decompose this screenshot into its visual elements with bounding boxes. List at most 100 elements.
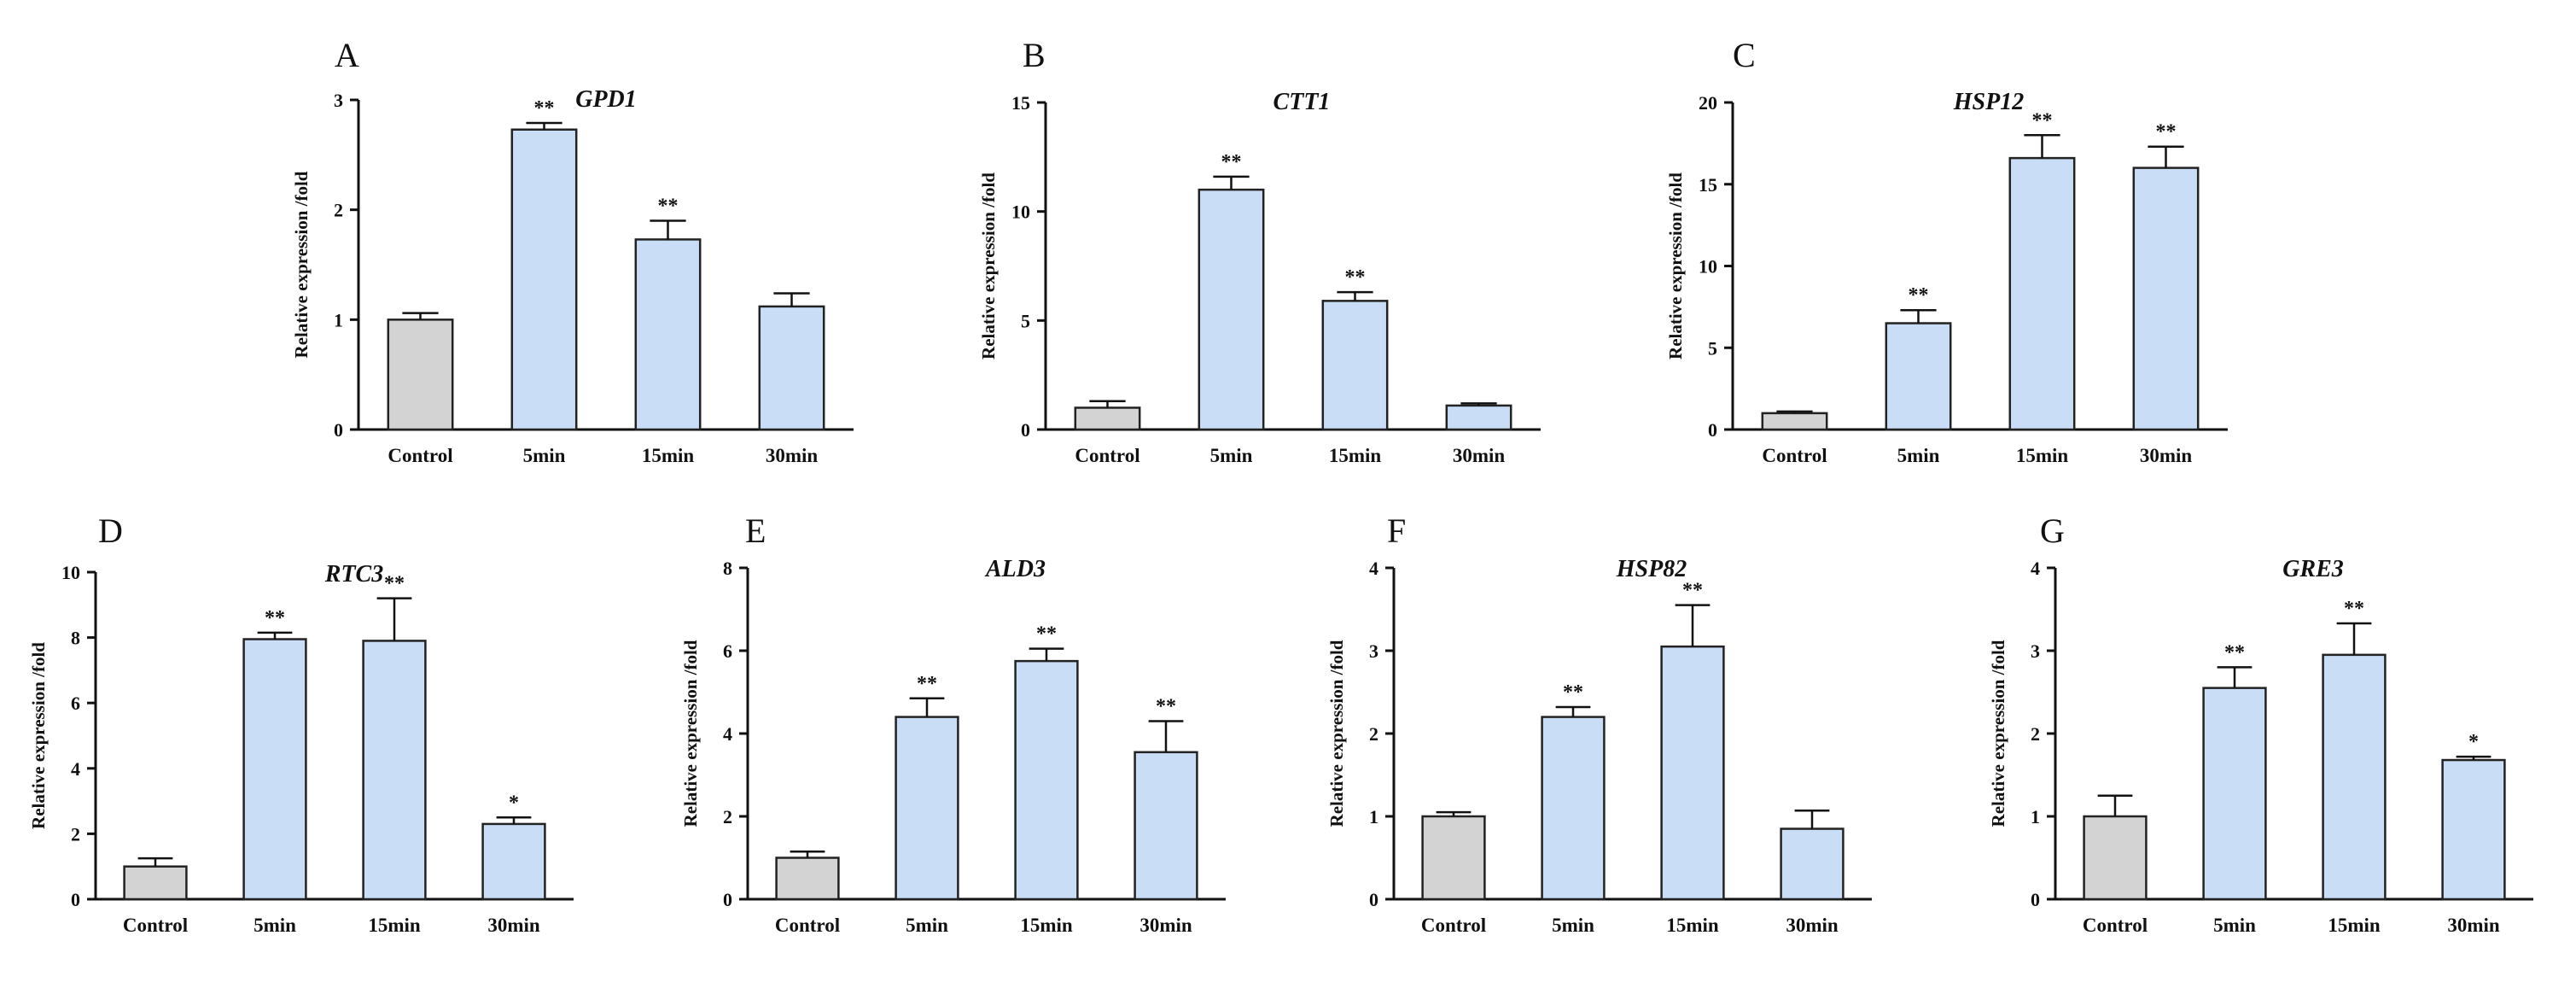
panel-f-letter: F	[1387, 512, 1406, 550]
panel-d-ytick-label-3: 6	[71, 693, 80, 714]
panel-d-significance-3: *	[509, 792, 519, 814]
panel-d-y-axis-title: Relative expression /fold	[28, 642, 49, 829]
panel-g-category-label-2: 15min	[2328, 915, 2381, 936]
panel-c-significance-2: **	[2032, 109, 2053, 132]
panel-d-category-label-1: 5min	[254, 915, 296, 936]
panel-c-ytick-label-1: 5	[1708, 337, 1717, 359]
panel-g-ytick-label-2: 2	[2031, 723, 2040, 745]
panel-c-category-label-3: 30min	[2140, 445, 2193, 466]
panel-f-bar-2	[1660, 645, 1725, 901]
panel-e-bar-2	[1014, 659, 1079, 901]
panel-b-category-label-0: Control	[1075, 445, 1139, 466]
panel-b-category-label-3: 30min	[1453, 445, 1506, 466]
panel-b-significance-1: **	[1221, 151, 1242, 173]
panel-d-bar-1	[242, 638, 307, 901]
panel-e-ytick-label-4: 8	[723, 558, 732, 579]
panel-c-letter: C	[1733, 36, 1756, 74]
panel-f-ytick-label-4: 4	[1369, 558, 1378, 579]
panel-c-y-axis-title: Relative expression /fold	[1665, 172, 1686, 360]
panel-f-y-axis-title: Relative expression /fold	[1326, 640, 1347, 827]
panel-g-category-label-0: Control	[2083, 915, 2148, 936]
panel-e-category-label-1: 5min	[906, 915, 948, 936]
panel-g-ytick-label-4: 4	[2031, 558, 2040, 579]
panel-c-bar-1	[1885, 322, 1952, 431]
panel-f-category-label-1: 5min	[1552, 915, 1594, 936]
panel-c-ytick-label-3: 15	[1699, 174, 1717, 196]
panel-d-ytick-label-5: 10	[61, 562, 80, 583]
panel-f-ytick-label-1: 1	[1369, 806, 1378, 827]
panel-c-ytick-label-2: 10	[1699, 256, 1717, 278]
panel-g-letter: G	[2040, 512, 2065, 550]
panel-f-category-label-2: 15min	[1666, 915, 1719, 936]
panel-c-bar-3	[2132, 167, 2200, 431]
panel-f-bar-3	[1780, 827, 1845, 901]
panel-b-ytick-label-2: 10	[1011, 202, 1030, 223]
panel-a-letter: A	[335, 36, 359, 74]
panel-c-category-label-2: 15min	[2016, 445, 2069, 466]
panel-e-significance-1: **	[917, 673, 937, 695]
panel-b-bar-0	[1074, 406, 1141, 431]
panel-c-ytick-label-0: 0	[1708, 419, 1717, 441]
panel-c-ytick-label-4: 20	[1699, 92, 1717, 114]
panel-a-bar-3	[758, 305, 825, 431]
panel-e-category-label-0: Control	[775, 915, 840, 936]
panel-g-bar-1	[2202, 687, 2267, 901]
panel-c-significance-3: **	[2156, 121, 2177, 143]
panel-d-bar-2	[362, 640, 427, 901]
panel-f-significance-2: **	[1682, 580, 1703, 602]
panel-b-category-label-2: 15min	[1329, 445, 1382, 466]
panel-c-category-label-0: Control	[1762, 445, 1827, 466]
panel-g-significance-2: **	[2344, 598, 2364, 620]
panel-f-bar-0	[1421, 815, 1486, 901]
panel-d-ytick-label-4: 8	[71, 628, 80, 649]
panel-b-bar-1	[1198, 188, 1265, 431]
panel-g-bar-3	[2441, 758, 2506, 901]
panel-f-ytick-label-2: 2	[1369, 723, 1378, 745]
panel-d-bar-0	[123, 865, 188, 901]
panel-a-ytick-label-1: 1	[334, 309, 343, 330]
panel-a-category-label-2: 15min	[642, 445, 695, 466]
panel-e-category-label-3: 30min	[1139, 915, 1192, 936]
panel-f-significance-1: **	[1563, 681, 1583, 704]
panel-f-ytick-label-0: 0	[1369, 889, 1378, 910]
panel-e-y-axis-title: Relative expression /fold	[680, 640, 701, 827]
panel-f-title: HSP82	[1616, 556, 1687, 582]
panel-e-significance-3: **	[1156, 695, 1176, 717]
panel-e-ytick-label-2: 4	[723, 723, 732, 745]
panel-e-ytick-label-1: 2	[723, 806, 732, 827]
panel-g-significance-3: *	[2468, 731, 2479, 753]
panel-b-ytick-label-1: 5	[1021, 310, 1030, 331]
panel-c-bar-0	[1761, 412, 1828, 431]
panel-d-bar-3	[481, 822, 546, 901]
panel-b-bar-2	[1321, 300, 1389, 431]
panel-d-ytick-label-1: 2	[71, 823, 80, 845]
panel-g-ytick-label-0: 0	[2031, 889, 2040, 910]
panel-d-letter: D	[98, 512, 123, 550]
panel-e-ytick-label-0: 0	[723, 889, 732, 910]
panel-a-y-axis-title: Relative expression /fold	[291, 171, 312, 358]
panel-e-category-label-2: 15min	[1020, 915, 1073, 936]
panel-a-category-label-1: 5min	[523, 445, 566, 466]
panel-e-significance-2: **	[1036, 623, 1057, 646]
panel-f-category-label-0: Control	[1421, 915, 1486, 936]
panel-g-category-label-1: 5min	[2213, 915, 2256, 936]
panel-e-bar-1	[895, 716, 959, 901]
panel-e-ytick-label-3: 6	[723, 640, 732, 662]
panel-e-title: ALD3	[984, 556, 1046, 582]
panel-a-ytick-label-0: 0	[334, 419, 343, 441]
panel-d-category-label-0: Control	[123, 915, 188, 936]
panel-a-bar-1	[510, 128, 578, 431]
panel-d-title: RTC3	[324, 561, 383, 588]
panel-a-ytick-label-2: 2	[334, 200, 343, 221]
panel-g-significance-1: **	[2224, 641, 2245, 664]
panel-a-bar-0	[387, 319, 454, 431]
panel-c-category-label-1: 5min	[1897, 445, 1940, 466]
panel-c-bar-2	[2008, 156, 2076, 431]
panel-a-significance-1: **	[534, 97, 555, 120]
panel-e-bar-3	[1134, 751, 1198, 901]
panel-c-significance-1: **	[1909, 284, 1929, 307]
panel-a-ytick-label-3: 3	[334, 90, 343, 111]
panel-b-ytick-label-3: 15	[1011, 92, 1030, 114]
panel-g-category-label-3: 30min	[2447, 915, 2500, 936]
